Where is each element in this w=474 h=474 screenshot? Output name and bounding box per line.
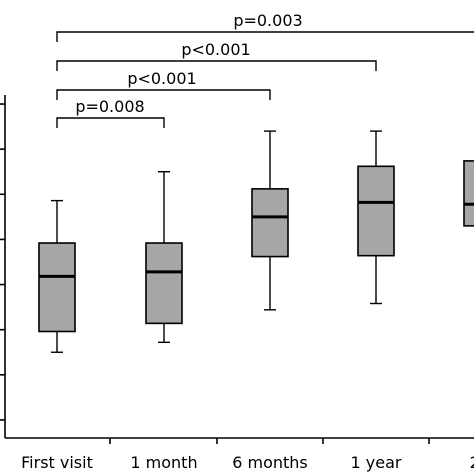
x-tick-label-1: 1 month (130, 453, 197, 472)
box-2 (251, 130, 289, 311)
significance-brackets: p=0.008 p<0.001 p<0.001 p=0.003 (56, 11, 474, 128)
x-ticks (109, 438, 430, 444)
box-1 (145, 171, 183, 344)
p-value-label: p<0.001 (181, 40, 250, 59)
x-tick-label-0: First visit (21, 453, 93, 472)
boxes (38, 130, 474, 353)
box-iqr (463, 160, 474, 227)
p-value-label: p=0.003 (233, 11, 302, 30)
bracket-1: p<0.001 (56, 69, 271, 100)
y-ticks (0, 103, 5, 421)
p-value-label: p<0.001 (127, 69, 196, 88)
x-tick-label-2: 6 months (232, 453, 308, 472)
bracket-3: p=0.003 (56, 11, 474, 42)
x-tick-label-3: 1 year (351, 453, 402, 472)
box-iqr (145, 242, 183, 325)
box-iqr (251, 188, 289, 258)
box-0 (38, 199, 76, 353)
p-value-label: p=0.008 (75, 97, 144, 116)
bracket-line (56, 60, 377, 71)
bracket-0: p=0.008 (56, 97, 165, 128)
bracket-2: p<0.001 (56, 40, 377, 71)
bracket-line (56, 117, 165, 128)
box-iqr (357, 165, 395, 257)
bracket-line (56, 89, 271, 100)
bracket-line (56, 31, 474, 42)
x-tick-label-4: 2 y (470, 453, 474, 472)
box-4 (463, 160, 474, 227)
x-tick-labels: First visit 1 month 6 months 1 year 2 y (21, 453, 474, 472)
box-3 (357, 130, 395, 305)
box-iqr (38, 242, 76, 333)
